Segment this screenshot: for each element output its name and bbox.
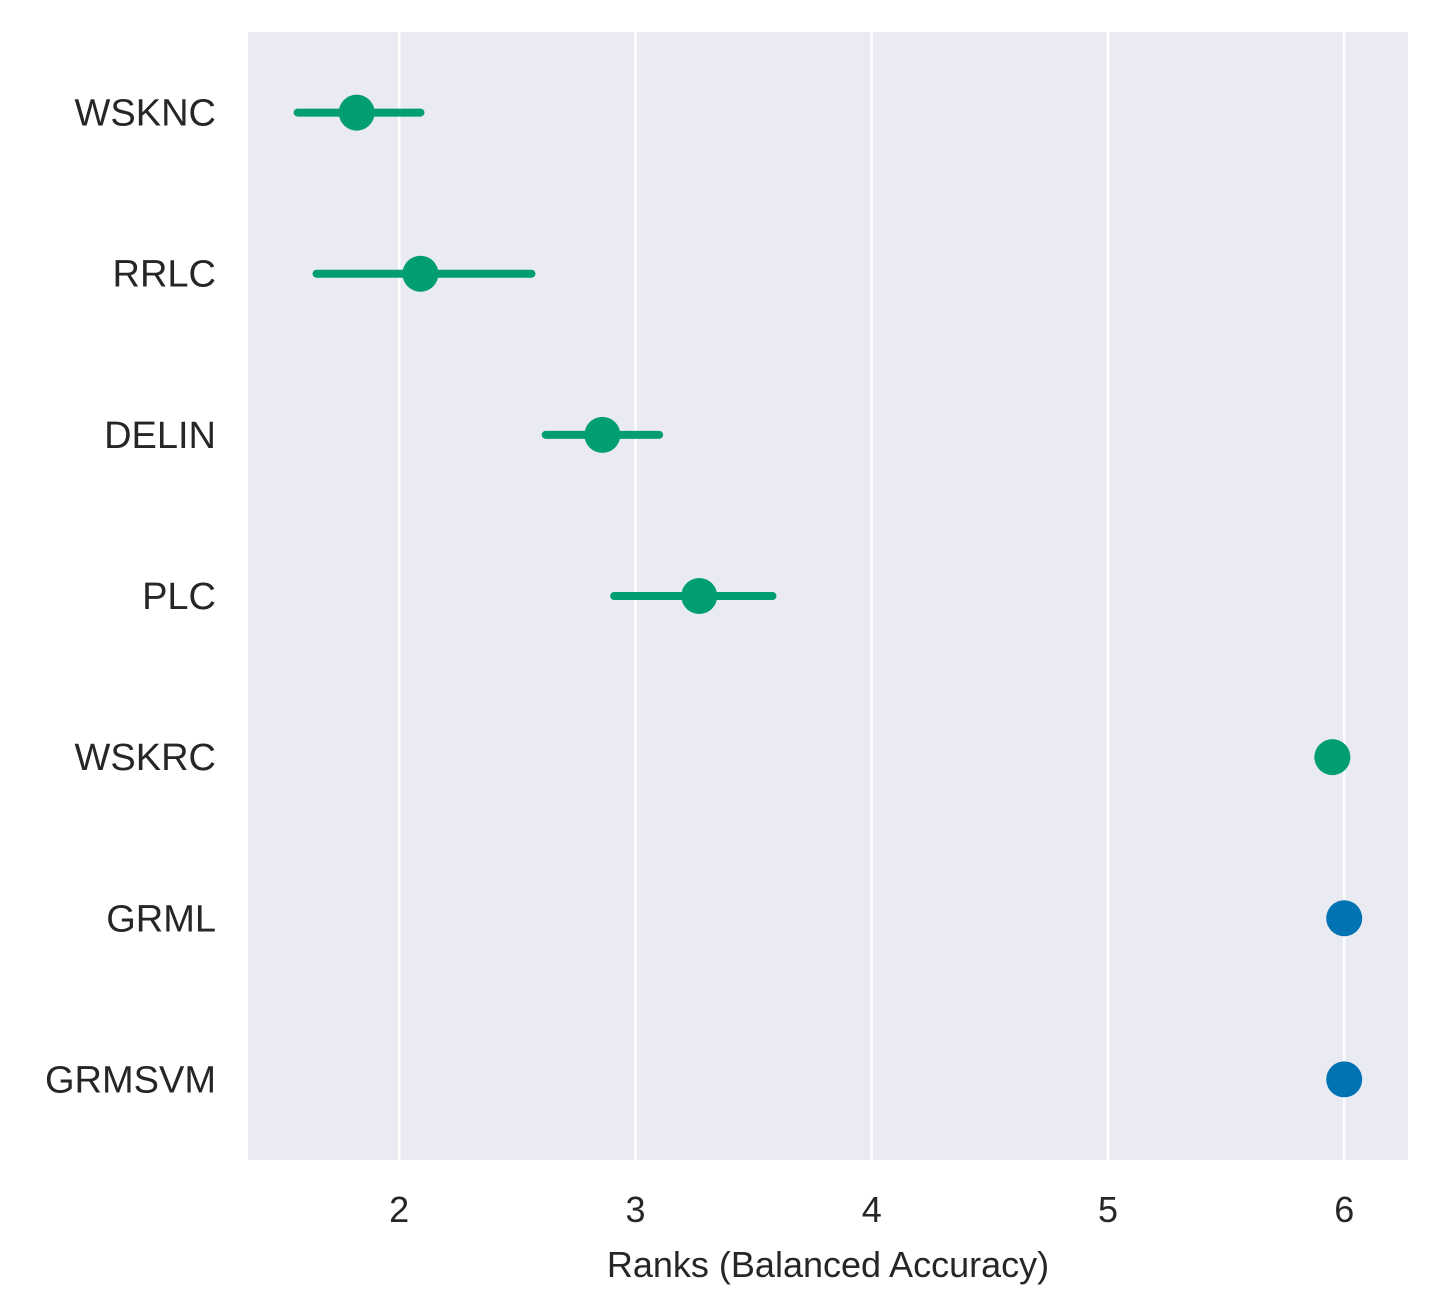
category-label-5: GRML (106, 898, 216, 940)
x-tick-label-4: 6 (1334, 1189, 1354, 1230)
point-5 (1326, 900, 1363, 937)
category-label-6: GRMSVM (45, 1059, 216, 1101)
x-tick-label-3: 5 (1098, 1189, 1118, 1230)
point-0 (338, 94, 375, 131)
x-tick-label-1: 3 (625, 1189, 645, 1230)
point-2 (584, 416, 621, 453)
category-labels: WSKNC RRLC DELIN PLC WSKRC GRML GRMSVM (45, 93, 216, 1102)
category-label-0: WSKNC (75, 93, 216, 135)
x-tick-label-0: 2 (389, 1189, 409, 1230)
x-tick-labels: 2 3 4 5 6 (389, 1189, 1354, 1230)
x-axis-label: Ranks (Balanced Accuracy) (607, 1244, 1049, 1285)
point-4 (1314, 739, 1351, 776)
point-3 (681, 578, 718, 614)
data-points (338, 94, 1363, 1098)
category-label-2: DELIN (104, 415, 216, 457)
plot-background (248, 32, 1408, 1160)
category-label-3: PLC (142, 576, 216, 618)
grid-lines (397, 32, 1346, 1160)
x-tick-label-2: 4 (862, 1189, 882, 1230)
category-label-1: RRLC (113, 254, 216, 296)
category-label-4: WSKRC (75, 737, 216, 779)
point-6 (1326, 1061, 1363, 1098)
point-1 (402, 255, 439, 292)
